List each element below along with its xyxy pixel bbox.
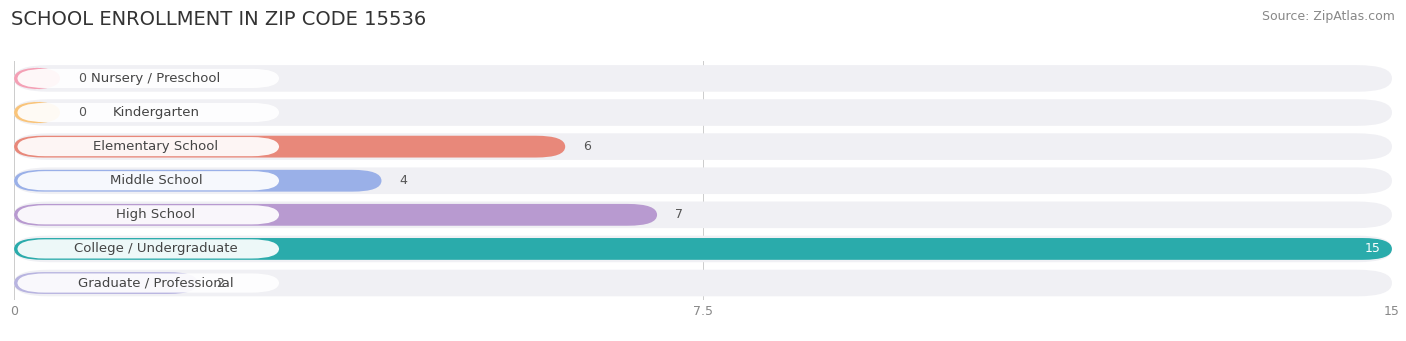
FancyBboxPatch shape (17, 205, 280, 224)
FancyBboxPatch shape (17, 239, 280, 258)
FancyBboxPatch shape (14, 170, 381, 192)
Text: Kindergarten: Kindergarten (112, 106, 200, 119)
Text: 6: 6 (583, 140, 592, 153)
Text: Graduate / Professional: Graduate / Professional (79, 277, 233, 290)
Text: 0: 0 (79, 106, 86, 119)
Text: College / Undergraduate: College / Undergraduate (75, 242, 238, 255)
Text: 4: 4 (399, 174, 408, 187)
FancyBboxPatch shape (17, 69, 280, 88)
FancyBboxPatch shape (14, 204, 657, 226)
FancyBboxPatch shape (14, 167, 1392, 194)
FancyBboxPatch shape (14, 272, 198, 294)
FancyBboxPatch shape (14, 236, 1392, 262)
FancyBboxPatch shape (14, 133, 1392, 160)
Text: High School: High School (117, 208, 195, 221)
Text: Middle School: Middle School (110, 174, 202, 187)
Text: 15: 15 (1365, 242, 1381, 255)
FancyBboxPatch shape (14, 270, 1392, 296)
FancyBboxPatch shape (14, 238, 1392, 260)
Text: Elementary School: Elementary School (93, 140, 218, 153)
Text: SCHOOL ENROLLMENT IN ZIP CODE 15536: SCHOOL ENROLLMENT IN ZIP CODE 15536 (11, 10, 426, 29)
FancyBboxPatch shape (14, 68, 60, 89)
FancyBboxPatch shape (17, 273, 280, 293)
FancyBboxPatch shape (14, 102, 60, 123)
Text: 2: 2 (217, 277, 224, 290)
FancyBboxPatch shape (14, 65, 1392, 92)
FancyBboxPatch shape (14, 136, 565, 158)
FancyBboxPatch shape (14, 99, 1392, 126)
Text: 0: 0 (79, 72, 86, 85)
FancyBboxPatch shape (17, 171, 280, 190)
FancyBboxPatch shape (17, 103, 280, 122)
FancyBboxPatch shape (17, 137, 280, 156)
FancyBboxPatch shape (14, 202, 1392, 228)
Text: Nursery / Preschool: Nursery / Preschool (91, 72, 221, 85)
Text: 7: 7 (675, 208, 683, 221)
Text: Source: ZipAtlas.com: Source: ZipAtlas.com (1261, 10, 1395, 23)
